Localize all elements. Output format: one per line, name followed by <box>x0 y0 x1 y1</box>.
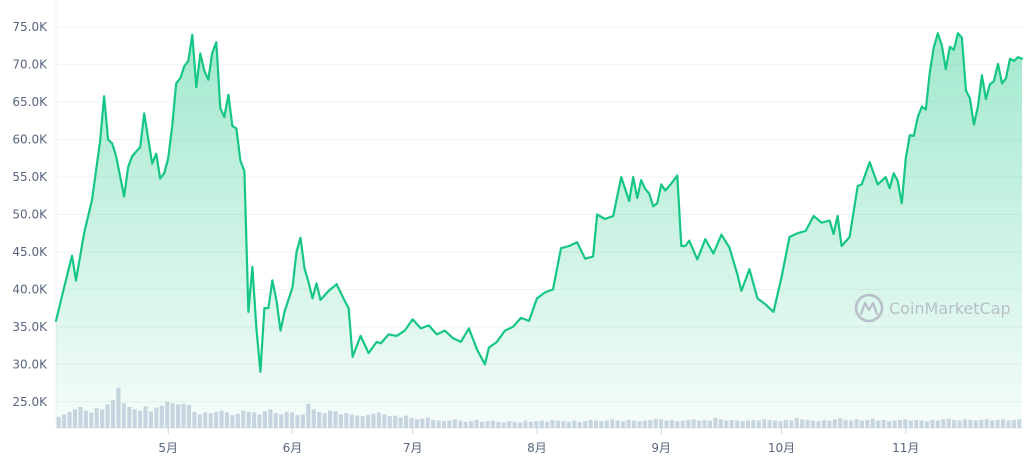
y-tick-label: 45.0K <box>12 245 48 259</box>
x-tick-label: 10月 <box>768 441 795 455</box>
x-tick-label: 9月 <box>651 441 671 455</box>
y-tick-label: 65.0K <box>12 95 48 109</box>
x-axis-ticks: 5月 6月 7月 8月 9月 10月 11月 <box>158 428 919 455</box>
price-line-path <box>54 32 1024 373</box>
y-tick-label: 40.0K <box>12 282 48 296</box>
watermark-text: CoinMarketCap <box>889 299 1011 318</box>
y-tick-label: 70.0K <box>12 58 48 72</box>
y-tick-label: 30.0K <box>12 357 48 371</box>
x-tick-label: 6月 <box>283 441 303 455</box>
coinmarketcap-logo-icon <box>854 293 884 323</box>
y-tick-label: 55.0K <box>12 170 48 184</box>
price-area <box>56 33 1022 428</box>
y-tick-label: 25.0K <box>12 395 48 409</box>
x-tick-label: 8月 <box>527 441 547 455</box>
coinmarketcap-watermark: CoinMarketCap <box>854 293 1011 323</box>
x-tick-label: 5月 <box>158 441 178 455</box>
price-line <box>54 32 1024 373</box>
y-tick-label: 50.0K <box>12 208 48 222</box>
y-tick-label: 35.0K <box>12 320 48 334</box>
y-axis-ticks: 25.0K 30.0K 35.0K 40.0K 45.0K 50.0K 55.0K 60.0K… <box>12 20 48 409</box>
y-tick-label: 60.0K <box>12 133 48 147</box>
x-tick-label: 11月 <box>892 441 919 455</box>
y-tick-label: 75.0K <box>12 20 48 34</box>
x-tick-label: 7月 <box>403 441 423 455</box>
price-area-fill <box>56 33 1022 428</box>
